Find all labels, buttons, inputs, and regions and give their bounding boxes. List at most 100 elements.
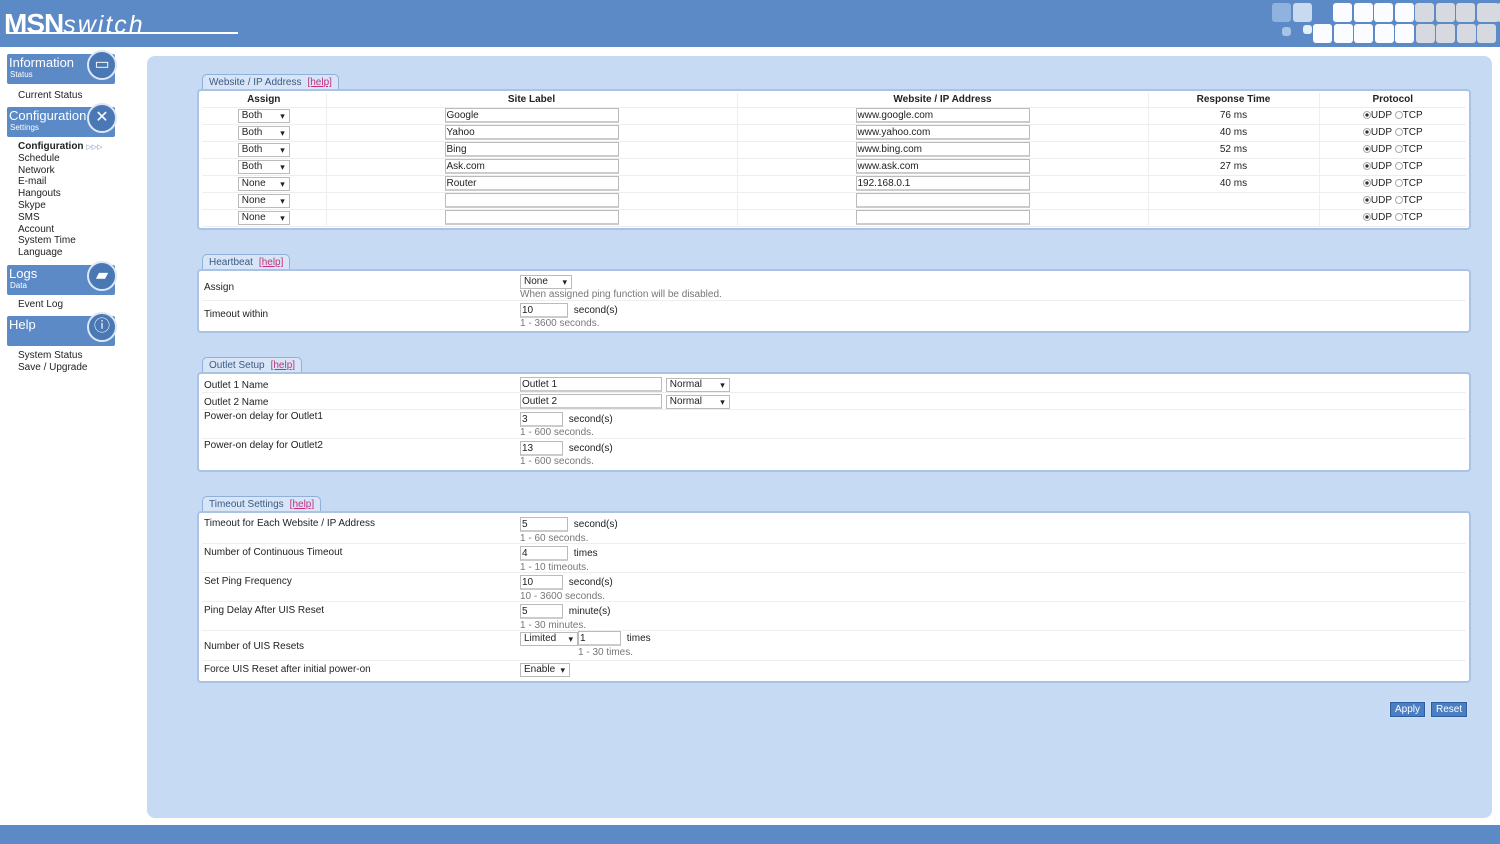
outlet1-mode-select[interactable]: Normal <box>665 377 730 392</box>
tcp-label: TCP <box>1402 110 1423 121</box>
sidebar-item-network[interactable]: Network <box>18 165 55 177</box>
address-input[interactable]: 192.168.0.1 <box>855 176 1030 191</box>
col-protocol: Protocol <box>1318 93 1466 108</box>
sidebar-item-current-status[interactable]: Current Status <box>18 90 83 101</box>
unit: second(s) <box>573 519 618 531</box>
category-title: Help <box>9 317 36 332</box>
reset-button[interactable]: Reset <box>1431 702 1468 717</box>
setting-input[interactable]: 4 <box>520 546 568 561</box>
tcp-radio[interactable] <box>1394 111 1403 119</box>
help-link[interactable]: [help] <box>270 360 296 371</box>
assign-select[interactable]: None <box>237 193 290 208</box>
outlet1-delay-input[interactable]: 3 <box>520 412 563 427</box>
site-label-input[interactable]: Google <box>444 108 619 123</box>
site-label-input[interactable]: Yahoo <box>444 125 619 140</box>
uis-resets-row: Number of UIS Resets Limited1 times 1 - … <box>202 631 1466 661</box>
udp-label: UDP <box>1370 110 1392 121</box>
site-label-input[interactable]: Bing <box>444 142 619 157</box>
force-reset-select[interactable]: Enable <box>520 663 570 677</box>
delay2-label: Power-on delay for Outlet2 <box>204 440 323 451</box>
sidebar-item-e-mail[interactable]: E-mail <box>18 176 46 188</box>
sidebar-item-save-upgrade[interactable]: Save / Upgrade <box>18 362 88 373</box>
outlet1-name-input[interactable]: Outlet 1 <box>520 377 662 392</box>
assign-select[interactable]: Both <box>237 108 290 123</box>
category-title: Logs <box>9 266 38 281</box>
square <box>1313 24 1332 43</box>
outlet2-name-input[interactable]: Outlet 2 <box>520 394 662 409</box>
sidebar-item-skype[interactable]: Skype <box>18 200 46 212</box>
setting-input[interactable]: 5 <box>520 604 563 619</box>
sidebar-item-event-log[interactable]: Event Log <box>18 299 64 310</box>
setting-input[interactable]: 10 <box>520 575 563 590</box>
square <box>1354 24 1373 43</box>
square <box>1293 3 1312 22</box>
sidebar-category-help[interactable]: Help ⓘ <box>7 312 117 346</box>
delay2-hint: 1 - 600 seconds. <box>520 456 594 467</box>
resets-hint: 1 - 30 times. <box>578 647 634 658</box>
assign-select[interactable]: Both <box>237 142 290 157</box>
help-link[interactable]: [help] <box>289 499 315 510</box>
address-input[interactable]: www.bing.com <box>855 142 1030 157</box>
site-label-input[interactable]: Router <box>444 176 619 191</box>
link-label: Account <box>18 223 55 235</box>
sidebar-item-schedule[interactable]: Schedule <box>18 153 60 165</box>
tcp-radio[interactable] <box>1394 179 1403 187</box>
force-reset-row: Force UIS Reset after initial power-on E… <box>202 661 1466 679</box>
sidebar-item-language[interactable]: Language <box>18 247 63 259</box>
tcp-label: TCP <box>1402 178 1423 189</box>
udp-radio[interactable] <box>1362 111 1371 119</box>
timeout-hint: 1 - 3600 seconds. <box>520 318 600 329</box>
tcp-radio[interactable] <box>1394 196 1403 204</box>
site-label-input[interactable] <box>444 193 619 208</box>
udp-radio[interactable] <box>1362 128 1371 136</box>
resets-mode-select[interactable]: Limited <box>520 631 578 646</box>
response-time: 27 ms <box>1147 158 1319 176</box>
tcp-radio[interactable] <box>1394 213 1403 221</box>
square <box>1272 3 1291 22</box>
help-link[interactable]: [help] <box>258 257 284 268</box>
tools-icon: ✕ <box>87 103 117 133</box>
square <box>1435 3 1455 22</box>
assign-select[interactable]: Both <box>237 159 290 174</box>
sidebar-item-hangouts[interactable]: Hangouts <box>18 188 61 200</box>
site-label-input[interactable]: Ask.com <box>444 159 619 174</box>
sidebar-item-account[interactable]: Account <box>18 224 54 236</box>
setting-input[interactable]: 5 <box>520 517 568 532</box>
heartbeat-timeout-input[interactable]: 10 <box>520 303 568 318</box>
address-input[interactable] <box>855 210 1030 225</box>
square <box>1394 3 1414 22</box>
address-input[interactable]: www.ask.com <box>855 159 1030 174</box>
sidebar-category-configuration[interactable]: Configuration Settings ✕ <box>7 103 117 137</box>
apply-button[interactable]: Apply <box>1390 702 1426 717</box>
assign-select[interactable]: None <box>237 176 290 191</box>
resets-count-input[interactable]: 1 <box>578 631 621 646</box>
address-input[interactable]: www.yahoo.com <box>855 125 1030 140</box>
address-input[interactable]: www.google.com <box>855 108 1030 123</box>
sidebar-item-configuration[interactable]: Configuration ▷▷▷ <box>18 141 102 154</box>
udp-radio[interactable] <box>1362 145 1371 153</box>
tcp-radio[interactable] <box>1394 145 1403 153</box>
udp-radio[interactable] <box>1362 162 1371 170</box>
outlet2-delay-input[interactable]: 13 <box>520 441 563 456</box>
unit: times <box>626 633 651 645</box>
tcp-radio[interactable] <box>1394 128 1403 136</box>
site-label-input[interactable] <box>444 210 619 225</box>
udp-radio[interactable] <box>1362 179 1371 187</box>
outlet2-mode-select[interactable]: Normal <box>665 394 730 409</box>
unit: second(s) <box>573 305 618 317</box>
address-input[interactable] <box>855 193 1030 208</box>
sidebar-category-information[interactable]: Information Status ▭ <box>7 50 117 84</box>
heartbeat-assign-select[interactable]: None <box>520 275 572 289</box>
help-link[interactable]: [help] <box>307 77 332 88</box>
tcp-radio[interactable] <box>1394 162 1403 170</box>
sidebar-category-logs[interactable]: Logs Data ▰ <box>7 261 117 295</box>
sidebar-item-system-status[interactable]: System Status <box>18 350 83 361</box>
category-sub: Data <box>10 281 27 290</box>
udp-radio[interactable] <box>1362 213 1371 221</box>
sidebar-item-sms[interactable]: SMS <box>18 212 40 224</box>
outlet2-delay-row: Power-on delay for Outlet2 13 second(s) … <box>202 439 1466 468</box>
sidebar-item-system-time[interactable]: System Time <box>18 235 76 247</box>
assign-select[interactable]: Both <box>237 125 290 140</box>
udp-radio[interactable] <box>1362 196 1371 204</box>
assign-select[interactable]: None <box>237 210 290 225</box>
